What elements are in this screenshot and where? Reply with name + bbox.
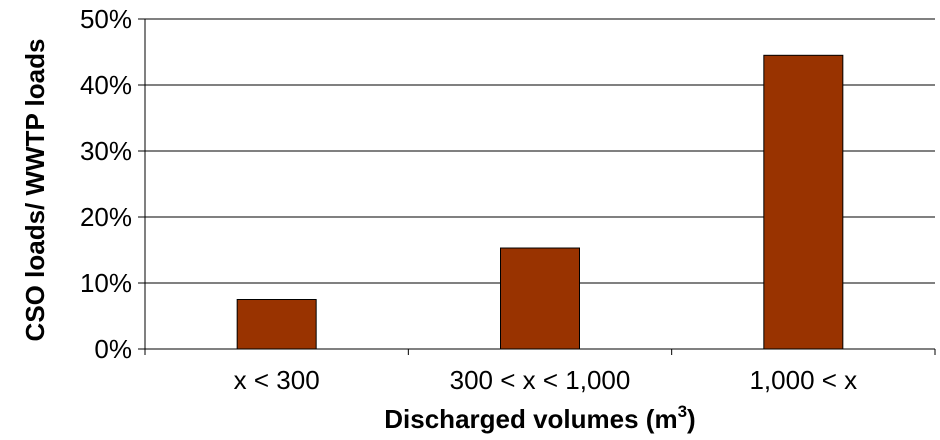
x-axis-title-superscript: 3 [678,402,687,421]
y-tick-label: 30% [80,136,132,166]
y-tick-label: 0% [94,334,132,364]
x-tick-label: 1,000 < x [749,365,857,395]
bar [763,54,844,350]
y-tick-label: 10% [80,268,132,298]
axes [138,18,936,355]
y-axis-title: CSO loads/ WWTP loads [20,39,50,342]
y-tick-label: 40% [80,70,132,100]
bar [236,299,317,350]
x-tick-label: 300 < x < 1,000 [450,365,631,395]
bars [236,54,844,350]
y-tick-label: 50% [80,4,132,34]
tick-labels: 0% 10% 20% 30% 40% 50% x < 300 300 < x < 1,000 1… [80,4,857,395]
x-axis-title-suffix: ) [687,404,696,434]
bar [500,247,580,350]
x-axis-title-main: Discharged volumes (m [384,404,677,434]
y-tick-label: 20% [80,202,132,232]
x-axis-title: Discharged volumes (m3) [384,402,695,434]
x-tick-label: x < 300 [234,365,320,395]
